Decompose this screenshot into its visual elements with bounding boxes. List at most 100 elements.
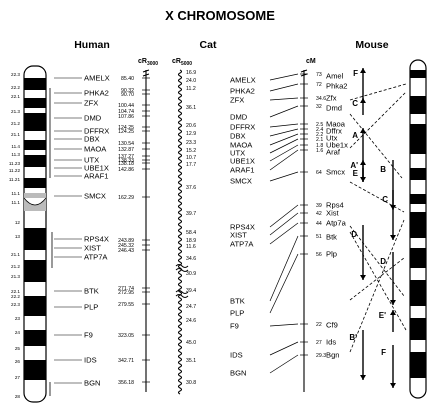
cr3000-value: 107.86: [118, 114, 134, 120]
cr5000-value: 30.9: [186, 271, 196, 277]
human-band-label: 11.1: [11, 191, 20, 196]
cm-value: 39: [316, 203, 322, 209]
cr3000-value: 279.55: [118, 302, 134, 308]
mouse-gene-label: Bgn: [326, 351, 340, 360]
cr5000-axis: [175, 69, 189, 395]
cr5000-value: 20.6: [186, 123, 196, 129]
mouse-block: E': [379, 310, 396, 332]
cm-value: 51: [316, 234, 322, 240]
cat-gene-label: SMCX: [230, 177, 252, 186]
human-band-label: 11.23: [9, 161, 21, 166]
cm-value: 72: [316, 82, 322, 88]
human-band-label: 21.3: [11, 274, 20, 279]
cr3000-value: 104.74: [118, 109, 134, 115]
cat-mouse-connectors: [269, 73, 299, 374]
human-band-label: 11.22: [9, 168, 21, 173]
cr5000-value: 39.7: [186, 211, 196, 217]
mouse-gene-label: Cf9: [326, 321, 338, 330]
cm-value: 73: [316, 72, 322, 78]
cm-value: 2.5: [316, 122, 323, 128]
human-band-label: 21.1: [11, 252, 20, 257]
block-arrow-icon: [390, 235, 396, 240]
cat-gene-label: DBX: [230, 132, 246, 141]
mouse-block: D: [380, 252, 396, 305]
mouse-gene-label: Btk: [326, 233, 337, 242]
mouse-block: F: [353, 68, 366, 100]
human-gene-label: UBE1X: [84, 164, 109, 173]
mouse-gene-label: Dffrx: [326, 127, 342, 136]
human-gene-label: DFFRX: [84, 127, 109, 136]
cat-mouse-connector: [269, 105, 299, 118]
mouse-block: F: [381, 345, 396, 388]
cr3000-unit: cR3000: [138, 58, 158, 67]
human-band-label: 21.2: [11, 264, 20, 269]
cr3000-value: 243.89: [118, 238, 134, 244]
cr5000-value: 15.2: [186, 148, 196, 154]
mouse-syntenic-blocks: F C A A'E B C D D E' B' F: [349, 68, 396, 388]
cat-mouse-connector: [269, 128, 299, 137]
cr3000-value: 162.29: [118, 195, 134, 201]
human-gene-label: ZFX: [84, 99, 98, 108]
cat-mouse-connector: [269, 144, 299, 162]
cr5000-value: 18.9: [186, 238, 196, 244]
mouse-block-label: D: [351, 230, 357, 239]
mouse-gene-label: Utx: [326, 134, 338, 143]
cr5000-value: 30.8: [186, 380, 196, 386]
block-arrow-icon: [360, 375, 366, 380]
human-band-label: 21.3: [11, 109, 20, 114]
human-band-label: 22.3: [11, 302, 20, 307]
block-arrow-icon: [360, 68, 366, 73]
cr5000-value: 36.1: [186, 105, 196, 111]
human-band-label: 22.1: [11, 289, 20, 294]
cm-value: 42: [316, 211, 322, 217]
human-gene-label: PHKA2: [84, 89, 109, 98]
cr3000-value-labels: 85.4090.3290.70100.44104.74107.86124.251…: [118, 76, 150, 386]
mouse-block-label: C: [352, 99, 358, 108]
mouse-block-label: E: [353, 169, 359, 178]
human-gene-label: MAOA: [84, 145, 107, 154]
cr5000-value: 24.6: [186, 318, 196, 324]
human-band-label: 22.1: [11, 94, 20, 99]
mouse-gene-label: Amel: [326, 72, 344, 81]
human-band-label: 25: [15, 346, 21, 351]
mouse-gene-label: Phka2: [326, 82, 348, 91]
block-arrow-icon: [360, 177, 366, 182]
mouse-chromosome-ideogram: [409, 59, 427, 399]
cr3000-value: 90.32: [121, 88, 134, 94]
cm-value: 2.4: [316, 127, 323, 133]
cat-gene-label: DMD: [230, 113, 248, 122]
mouse-gene-label: Smcx: [326, 168, 345, 177]
diagram-title: X CHROMOSOME: [165, 8, 275, 23]
cr3000-axis: [142, 69, 150, 392]
cm-value: 34.6: [316, 96, 326, 102]
cat-gene-label: BGN: [230, 369, 246, 378]
human-heading: Human: [74, 39, 110, 51]
cr3000-value: 85.40: [121, 76, 134, 82]
cr5000-value: 24.7: [186, 304, 196, 310]
cat-gene-label: ATP7A: [230, 240, 254, 249]
cr3000-value: 342.71: [118, 358, 134, 364]
cat-gene-label: UBE1X: [230, 157, 255, 166]
mouse-heading: Mouse: [355, 39, 388, 51]
cr5000-value: 58.4: [186, 230, 196, 236]
human-brackets: [49, 88, 53, 396]
cat-gene-label: BTK: [230, 297, 245, 306]
human-gene-label: ARAF1: [84, 172, 108, 181]
cr3000-value: 142.86: [118, 167, 134, 173]
mouse-block-label: A': [350, 161, 358, 170]
cat-mouse-connector: [269, 204, 299, 228]
human-gene-label: PLP: [84, 303, 98, 312]
human-band-label: 22.3: [11, 72, 20, 77]
cat-mouse-connector: [269, 73, 299, 81]
mouse-block-label: A: [352, 131, 358, 140]
mouse-gene-label: Plp: [326, 250, 337, 259]
cr3000-value: 356.18: [118, 380, 134, 386]
cat-gene-label: IDS: [230, 351, 243, 360]
human-gene-label: F9: [84, 331, 93, 340]
cr3000-value: 124.25: [118, 129, 134, 135]
mouse-gene-label: Xist: [326, 209, 340, 218]
mouse-block-label: C: [382, 195, 388, 204]
cr5000-value-labels: 16.9 24.0 11.2 36.1 20.6 12.9 23.3 15.210.717.7…: [186, 70, 196, 386]
cat-gene-label: PLP: [230, 309, 244, 318]
